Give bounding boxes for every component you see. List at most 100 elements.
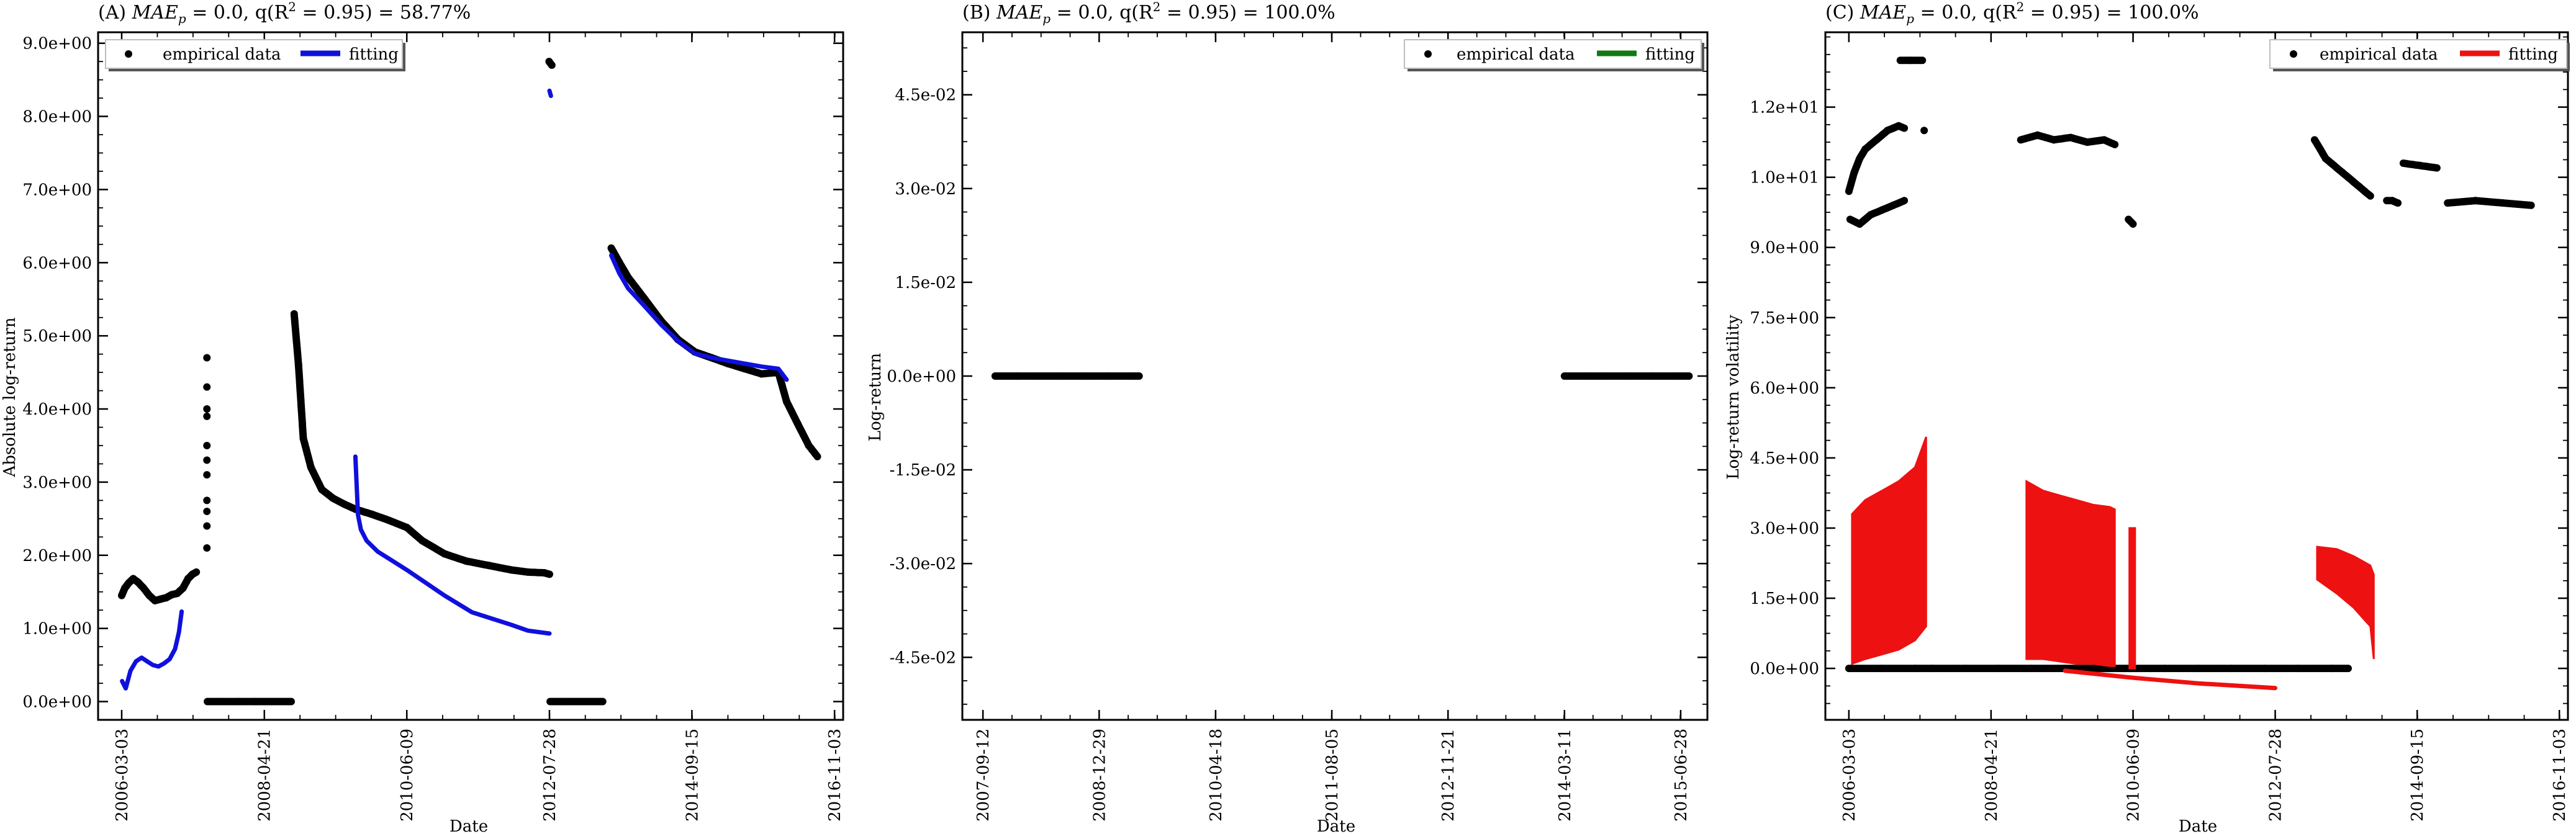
x-tick-label: 2012-11-21	[1439, 729, 1458, 822]
x-tick-label: 2011-08-05	[1323, 729, 1342, 822]
series-empirical-segment	[204, 698, 295, 706]
series-empirical-segment	[290, 310, 553, 578]
series-empirical-segment	[1846, 197, 1909, 228]
data-point	[192, 568, 201, 576]
data-point	[1900, 197, 1909, 205]
y-tick-label: 0.0e+00	[887, 367, 956, 386]
series-empirical-segment	[1920, 127, 1928, 135]
legend: empirical data fitting	[105, 39, 405, 71]
fit-line	[353, 454, 552, 636]
series-empirical-segment	[607, 244, 821, 460]
fit-band	[2025, 480, 2116, 667]
data-point	[813, 452, 821, 460]
axes-frame	[97, 31, 844, 721]
data-point	[203, 383, 211, 391]
legend-marker-empirical	[1424, 50, 1432, 58]
legend-entry-empirical: empirical data	[1457, 45, 1575, 64]
series-fitting-segment	[547, 88, 553, 98]
series-empirical-segment	[546, 698, 607, 706]
panel-a: (A) MAEp = 0.0, q(R2 = 0.95) = 58.77% Da…	[1, 0, 844, 836]
data-point	[1920, 127, 1928, 135]
fit-band	[2128, 527, 2136, 670]
x-tick-label: 2010-04-18	[1207, 729, 1226, 822]
fit-band	[2316, 545, 2375, 660]
series-fitting-segment	[120, 609, 184, 691]
x-tick-label: 2012-07-28	[541, 729, 559, 822]
series-empirical-segment	[1845, 665, 2352, 673]
x-tick-label: 2010-06-09	[398, 729, 417, 822]
series-fitting-segment	[1851, 436, 1927, 665]
y-tick-label: 0.0e+00	[1750, 660, 1819, 678]
data-point	[203, 508, 211, 516]
data-point	[1918, 56, 1927, 65]
fit-band	[1851, 436, 1927, 665]
legend-entry-fitting: fitting	[2508, 45, 2558, 64]
data-point	[548, 61, 556, 69]
legend: empirical data fitting	[2269, 39, 2570, 71]
y-axis-label: Log-return	[866, 352, 885, 441]
data-point	[203, 456, 211, 464]
series-fitting-segment	[2025, 480, 2116, 667]
y-tick-label: 3.0e-02	[895, 180, 956, 199]
x-tick-label: 2008-12-29	[1090, 729, 1109, 822]
y-tick-label: 5.0e+00	[22, 327, 92, 346]
series-empirical-segment	[2399, 159, 2441, 172]
legend-entry-fitting: fitting	[349, 45, 399, 64]
y-tick-label: 3.0e+00	[22, 473, 92, 492]
series-fitting-segment	[353, 454, 552, 636]
data-point	[546, 570, 553, 578]
data-point	[203, 405, 211, 413]
series-fitting-segment	[609, 253, 789, 382]
series-empirical-segment	[203, 354, 211, 552]
panel-b: (B) MAEp = 0.0, q(R2 = 0.95) = 100.0% Da…	[866, 0, 1709, 836]
x-tick-label: 2012-07-28	[2267, 729, 2285, 822]
x-tick-label: 2014-09-15	[683, 729, 702, 822]
x-tick-label: 2008-04-21	[1982, 729, 2001, 822]
series-empirical-segment	[545, 58, 556, 69]
panel-title: (B) MAEp = 0.0, q(R2 = 0.95) = 100.0%	[962, 0, 1335, 26]
fit-line	[609, 253, 789, 382]
y-tick-label: 7.5e+00	[1750, 309, 1819, 328]
legend-entry-fitting: fitting	[1645, 45, 1695, 64]
y-tick-label: 9.0e+00	[1750, 239, 1819, 258]
series-fitting-segment	[2316, 545, 2375, 660]
x-axis-label: Date	[1317, 817, 1355, 836]
y-tick-label: 1.5e-02	[895, 274, 956, 292]
series-empirical-segment	[118, 568, 201, 604]
x-tick-label: 2008-04-21	[256, 729, 274, 822]
y-tick-label: 1.0e+00	[22, 620, 92, 639]
data-point	[203, 412, 211, 420]
y-tick-label: 8.0e+00	[22, 108, 92, 127]
x-tick-label: 2016-11-03	[826, 729, 844, 822]
y-axis-label: Absolute log-return	[1, 317, 19, 477]
y-tick-label: 3.0e+00	[1750, 519, 1819, 538]
series-empirical-segment	[1896, 56, 1927, 65]
y-axis-label: Log-return volatility	[1724, 315, 1743, 480]
y-tick-label: -1.5e-02	[890, 461, 956, 480]
data-point	[2129, 220, 2137, 228]
panel-title: (A) MAEp = 0.0, q(R2 = 0.95) = 58.77%	[98, 0, 471, 26]
y-tick-label: 9.0e+00	[22, 35, 92, 53]
series-empirical-segment	[2017, 131, 2119, 148]
y-tick-label: 6.0e+00	[1750, 379, 1819, 398]
x-axis-label: Date	[2179, 817, 2217, 836]
panel-c: (C) MAEp = 0.0, q(R2 = 0.95) = 100.0% Da…	[1724, 0, 2570, 836]
series-empirical-segment	[2444, 197, 2535, 209]
x-tick-label: 2007-09-12	[974, 729, 993, 822]
series-empirical-segment	[2125, 215, 2137, 228]
x-tick-label: 2014-03-11	[1556, 729, 1575, 822]
x-tick-label: 2016-11-03	[2551, 729, 2569, 822]
y-tick-label: -4.5e-02	[890, 648, 956, 667]
series-empirical-segment	[1845, 122, 1909, 195]
data-point	[2111, 140, 2119, 148]
data-point	[1685, 372, 1693, 380]
series-empirical-segment	[2383, 197, 2402, 207]
x-tick-label: 2010-06-09	[2125, 729, 2143, 822]
data-point	[203, 471, 211, 479]
series-fitting-segment	[2128, 527, 2136, 670]
y-tick-label: 2.0e+00	[22, 547, 92, 565]
y-tick-label: 1.5e+00	[1750, 590, 1819, 608]
x-tick-label: 2006-03-03	[113, 729, 132, 822]
data-point	[1135, 372, 1143, 380]
